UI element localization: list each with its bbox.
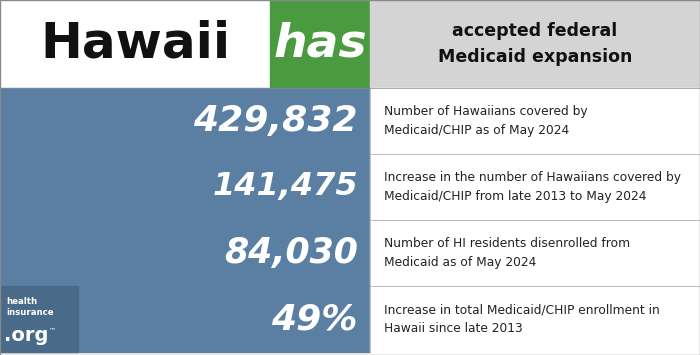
Text: Number of HI residents disenrolled from
Medicaid as of May 2024: Number of HI residents disenrolled from … <box>384 237 630 269</box>
Text: Increase in the number of Hawaiians covered by
Medicaid/CHIP from late 2013 to M: Increase in the number of Hawaiians cove… <box>384 171 681 203</box>
Text: .org: .org <box>4 326 48 345</box>
Text: 84,030: 84,030 <box>224 236 358 270</box>
Bar <box>0 286 370 352</box>
Bar <box>270 0 370 88</box>
Bar <box>370 154 700 220</box>
Bar <box>0 220 370 286</box>
Bar <box>370 220 700 286</box>
Text: health
insurance: health insurance <box>6 297 54 317</box>
Bar <box>0 286 78 352</box>
Text: 141,475: 141,475 <box>212 171 358 202</box>
Bar <box>370 0 700 88</box>
Bar <box>0 88 370 154</box>
Text: Hawaii: Hawaii <box>40 20 230 68</box>
Text: Increase in total Medicaid/CHIP enrollment in
Hawaii since late 2013: Increase in total Medicaid/CHIP enrollme… <box>384 303 659 335</box>
Bar <box>0 0 270 88</box>
Text: has: has <box>273 22 367 66</box>
Text: 49%: 49% <box>272 302 358 336</box>
Text: accepted federal
Medicaid expansion: accepted federal Medicaid expansion <box>438 22 632 66</box>
Bar <box>370 88 700 154</box>
Text: ™: ™ <box>49 327 56 333</box>
Text: 429,832: 429,832 <box>193 104 358 138</box>
Bar <box>370 286 700 352</box>
Bar <box>0 154 370 220</box>
Text: Number of Hawaiians covered by
Medicaid/CHIP as of May 2024: Number of Hawaiians covered by Medicaid/… <box>384 105 587 137</box>
